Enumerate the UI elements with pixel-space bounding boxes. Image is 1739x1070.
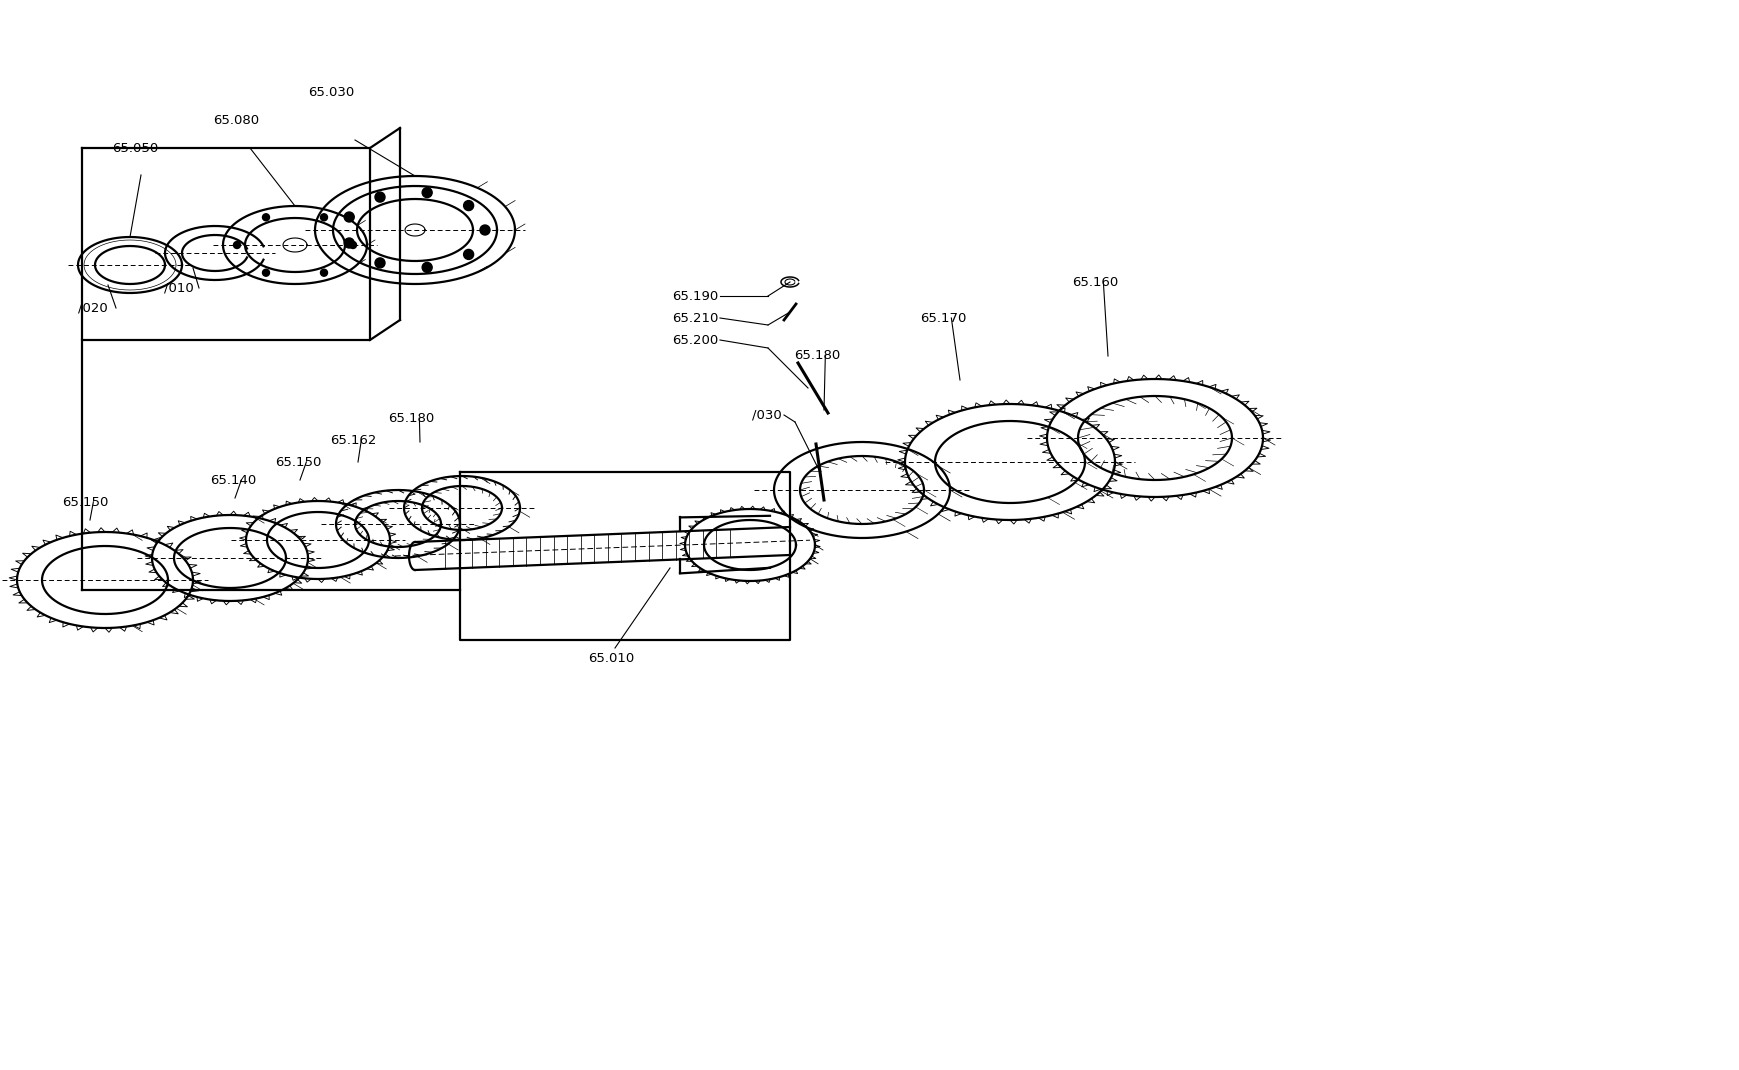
Text: 65.210: 65.210 bbox=[671, 311, 718, 324]
Circle shape bbox=[344, 212, 355, 221]
Text: /030: /030 bbox=[751, 409, 781, 422]
Text: /020: /020 bbox=[78, 302, 108, 315]
Text: 65.200: 65.200 bbox=[671, 334, 718, 347]
Text: 65.080: 65.080 bbox=[212, 113, 259, 126]
Circle shape bbox=[463, 200, 473, 211]
Text: 65.150: 65.150 bbox=[63, 495, 108, 508]
Text: 65.140: 65.140 bbox=[210, 474, 256, 487]
Circle shape bbox=[320, 214, 327, 220]
Text: 65.160: 65.160 bbox=[1071, 275, 1118, 289]
Circle shape bbox=[350, 242, 356, 248]
Text: /010: /010 bbox=[163, 281, 193, 294]
Circle shape bbox=[344, 238, 355, 248]
Text: 65.170: 65.170 bbox=[920, 311, 965, 324]
Text: 65.162: 65.162 bbox=[330, 433, 376, 446]
Text: 65.150: 65.150 bbox=[275, 456, 322, 469]
Text: 65.050: 65.050 bbox=[111, 141, 158, 154]
Circle shape bbox=[463, 249, 473, 259]
Text: 65.190: 65.190 bbox=[671, 290, 718, 303]
Circle shape bbox=[263, 214, 270, 220]
Text: 65.030: 65.030 bbox=[308, 86, 355, 98]
Circle shape bbox=[233, 242, 240, 248]
Text: 65.180: 65.180 bbox=[388, 412, 435, 425]
Circle shape bbox=[376, 258, 384, 268]
Circle shape bbox=[376, 193, 384, 202]
Circle shape bbox=[423, 262, 431, 273]
Circle shape bbox=[320, 270, 327, 276]
Circle shape bbox=[480, 225, 490, 235]
Text: 65.010: 65.010 bbox=[588, 652, 635, 664]
Text: 65.180: 65.180 bbox=[793, 349, 840, 362]
Circle shape bbox=[263, 270, 270, 276]
Circle shape bbox=[423, 187, 431, 198]
